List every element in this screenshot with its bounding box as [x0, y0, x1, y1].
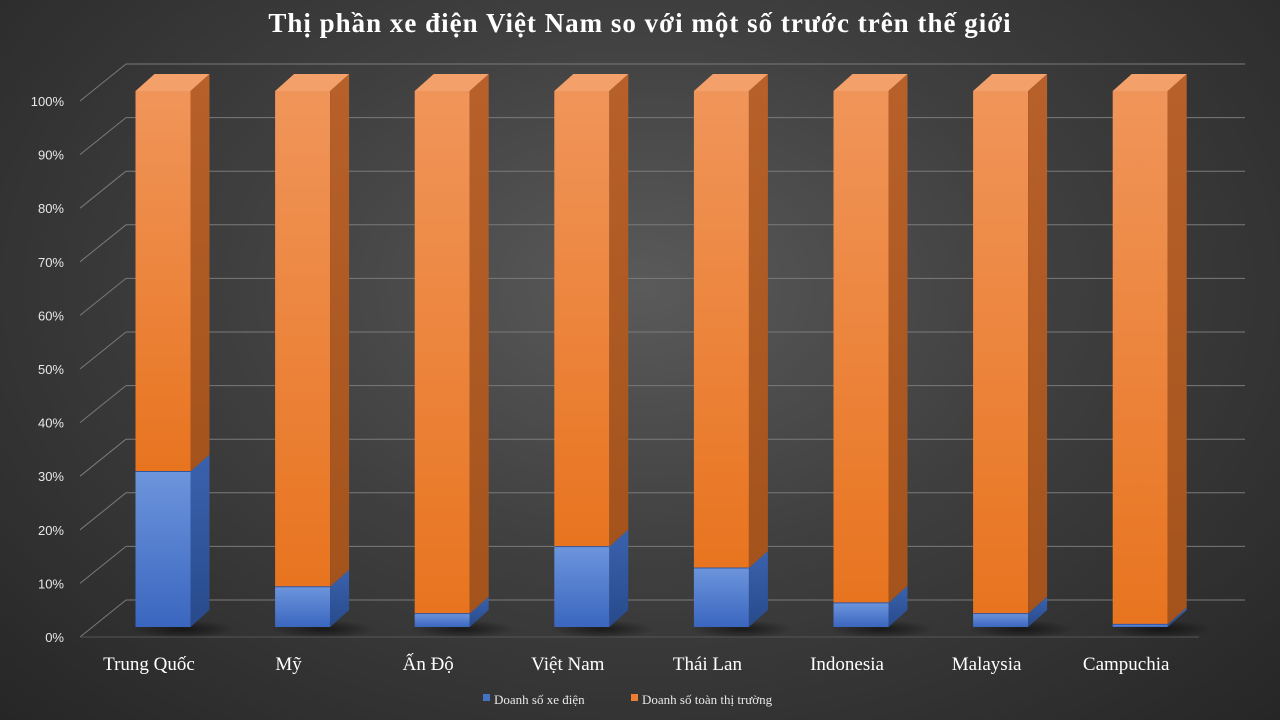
bar-top: [1112, 74, 1187, 91]
bar-top: [554, 74, 629, 91]
bar-segment: [554, 91, 610, 547]
x-tick-label: Campuchia: [1083, 654, 1170, 675]
bar-side: [330, 569, 350, 627]
gridline-wall: [79, 438, 127, 477]
bar-segment: [135, 91, 191, 472]
gridline-wall: [79, 599, 127, 638]
bar-segment: [693, 568, 749, 627]
y-tick-label: 70%: [38, 255, 64, 270]
bar-top: [693, 74, 768, 91]
gridline-wall: [79, 278, 127, 316]
bar-side: [469, 74, 489, 614]
bar-segment: [833, 602, 889, 627]
y-tick-label: 30%: [38, 469, 64, 484]
gridline-wall: [79, 170, 127, 209]
legend-swatch: [483, 694, 490, 701]
x-tick-label: Việt Nam: [531, 654, 604, 675]
bar-side: [330, 74, 350, 587]
bar-side: [1028, 74, 1048, 614]
y-tick-label: 50%: [38, 362, 64, 377]
bar-side: [190, 74, 210, 472]
y-tick-label: 80%: [38, 201, 64, 216]
bar-side: [609, 74, 629, 547]
bar-side: [1028, 596, 1048, 627]
gridline-wall: [79, 117, 127, 155]
bar-top: [275, 74, 350, 91]
y-tick-label: 100%: [31, 94, 65, 109]
x-tick-label: Malaysia: [952, 654, 1022, 675]
y-tick-label: 20%: [38, 523, 64, 538]
bar-side: [888, 585, 908, 627]
gridline-wall: [79, 546, 127, 584]
y-tick-label: 90%: [38, 148, 64, 163]
bar-segment: [693, 91, 749, 569]
bar-segment: [973, 613, 1029, 627]
chart-title: Thị phần xe điện Việt Nam so với một số …: [268, 8, 1012, 38]
bar-segment: [275, 586, 331, 627]
bar-segment: [135, 471, 191, 627]
bar-segment: [414, 613, 470, 627]
bar-side: [748, 551, 768, 627]
bar-top: [973, 74, 1048, 91]
x-tick-label: Trung Quốc: [103, 654, 195, 675]
gridline-wall: [79, 331, 127, 370]
y-tick-label: 0%: [45, 630, 64, 645]
bar-side: [888, 74, 908, 603]
y-tick-label: 10%: [38, 576, 64, 591]
x-tick-label: Thái Lan: [673, 654, 743, 675]
y-tick-label: 40%: [38, 416, 64, 431]
gridline-wall: [79, 224, 127, 263]
bar-segment: [554, 546, 610, 627]
bar-segment: [1112, 624, 1168, 627]
bar-side: [190, 454, 210, 627]
legend-label: Doanh số xe điện: [494, 692, 585, 707]
bar-side: [1167, 74, 1187, 625]
bar-segment: [1112, 91, 1168, 625]
bar-segment: [414, 91, 470, 614]
bar-top: [135, 74, 210, 91]
x-tick-label: Indonesia: [810, 654, 884, 675]
bar-side: [469, 596, 489, 627]
bar-side: [1167, 607, 1187, 627]
x-tick-label: Mỹ: [275, 654, 302, 675]
bar-side: [748, 74, 768, 569]
x-tick-label: Ấn Độ: [403, 653, 454, 675]
bar-segment: [973, 91, 1029, 614]
bar-segment: [275, 91, 331, 587]
bar-segment: [833, 91, 889, 603]
legend-swatch: [631, 694, 638, 701]
y-tick-label: 60%: [38, 308, 64, 323]
bar-top: [414, 74, 489, 91]
legend-label: Doanh số toàn thị trường: [642, 692, 773, 707]
gridline-wall: [79, 492, 127, 531]
gridline-wall: [79, 63, 127, 102]
gridline-wall: [79, 385, 127, 423]
bar-side: [609, 529, 629, 627]
bar-top: [833, 74, 908, 91]
